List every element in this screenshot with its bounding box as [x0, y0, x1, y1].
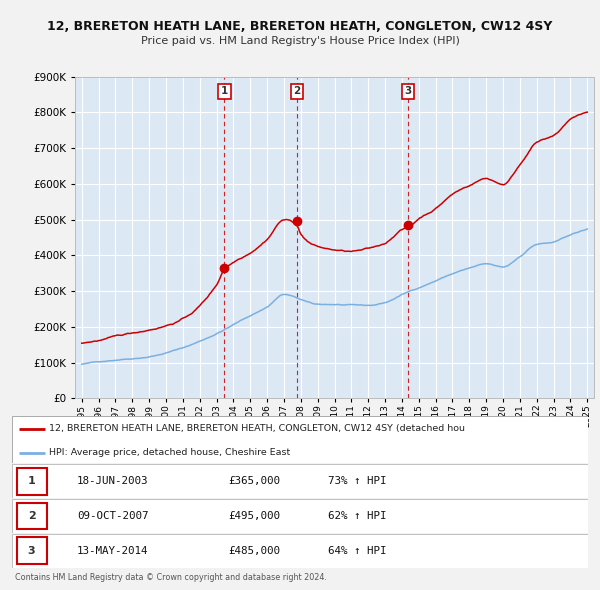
Text: 2: 2: [293, 86, 301, 96]
Text: 62% ↑ HPI: 62% ↑ HPI: [328, 511, 387, 521]
Text: 12, BRERETON HEATH LANE, BRERETON HEATH, CONGLETON, CW12 4SY: 12, BRERETON HEATH LANE, BRERETON HEATH,…: [47, 20, 553, 33]
Bar: [17, 468, 47, 494]
Text: Price paid vs. HM Land Registry's House Price Index (HPI): Price paid vs. HM Land Registry's House …: [140, 37, 460, 46]
Text: 73% ↑ HPI: 73% ↑ HPI: [328, 476, 387, 486]
Text: 1: 1: [28, 476, 35, 486]
Text: 2: 2: [28, 511, 35, 521]
Text: HPI: Average price, detached house, Cheshire East: HPI: Average price, detached house, Ches…: [49, 448, 290, 457]
Text: 13-MAY-2014: 13-MAY-2014: [77, 546, 149, 556]
Text: £485,000: £485,000: [228, 546, 280, 556]
Text: £365,000: £365,000: [228, 476, 280, 486]
Text: 64% ↑ HPI: 64% ↑ HPI: [328, 546, 387, 556]
Text: 09-OCT-2007: 09-OCT-2007: [77, 511, 149, 521]
Text: 3: 3: [404, 86, 412, 96]
Text: 18-JUN-2003: 18-JUN-2003: [77, 476, 149, 486]
Text: Contains HM Land Registry data © Crown copyright and database right 2024.: Contains HM Land Registry data © Crown c…: [15, 573, 327, 582]
Bar: [17, 537, 47, 564]
Text: 12, BRERETON HEATH LANE, BRERETON HEATH, CONGLETON, CW12 4SY (detached hou: 12, BRERETON HEATH LANE, BRERETON HEATH,…: [49, 424, 466, 433]
Text: 3: 3: [28, 546, 35, 556]
Text: £495,000: £495,000: [228, 511, 280, 521]
Text: 1: 1: [221, 86, 228, 96]
Bar: [17, 503, 47, 529]
